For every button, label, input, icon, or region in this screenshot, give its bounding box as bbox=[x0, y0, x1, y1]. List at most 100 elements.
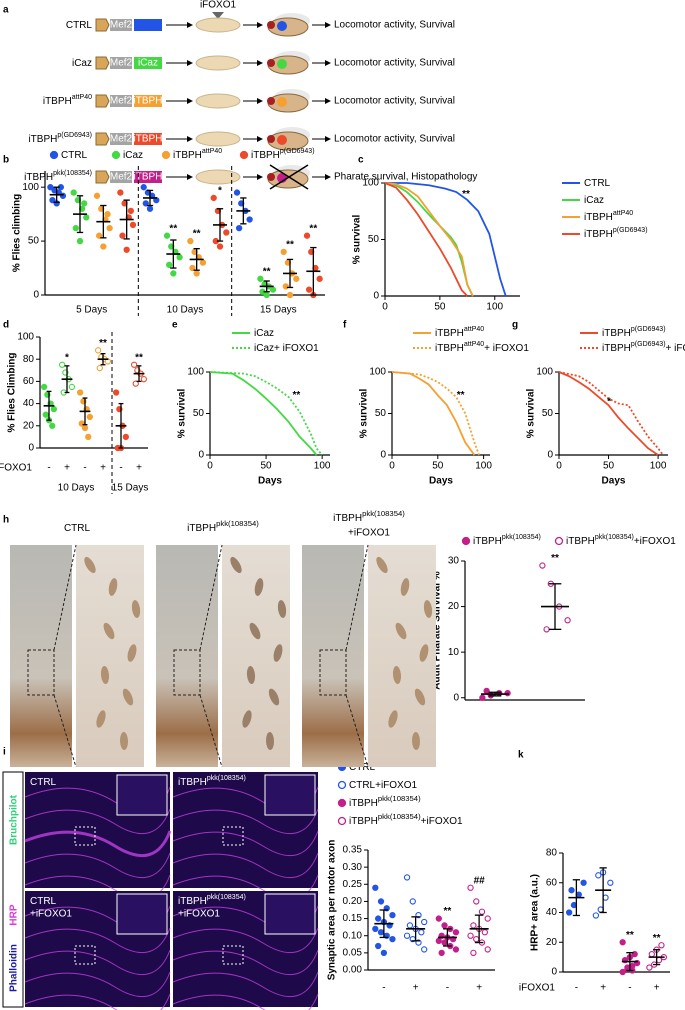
zoom-line bbox=[53, 694, 77, 768]
y-tick-label: 100 bbox=[17, 332, 34, 343]
label-part: pkk(108354) bbox=[216, 519, 259, 528]
legend-label: iTBPHp(GD6943) bbox=[251, 148, 315, 160]
data-point bbox=[592, 912, 600, 919]
y-tick-label: 50 bbox=[193, 408, 205, 419]
label-part: pkk(108354) bbox=[595, 534, 634, 541]
pupa bbox=[268, 688, 280, 706]
zoom-box bbox=[173, 649, 201, 696]
data-point bbox=[72, 224, 79, 232]
y-tick-label: 0 bbox=[373, 291, 379, 302]
group-label: 15 Days bbox=[260, 305, 297, 316]
label-part: CTRL bbox=[30, 777, 57, 788]
data-point bbox=[452, 946, 460, 953]
zoom-box bbox=[27, 649, 55, 696]
panel-label: a bbox=[3, 5, 9, 16]
y-tick-label: 50 bbox=[542, 408, 554, 419]
significance: ** bbox=[443, 906, 451, 917]
data-point bbox=[470, 949, 477, 957]
data-point bbox=[648, 951, 655, 958]
outcome-label: Locomotor activity, Survival bbox=[334, 20, 455, 31]
x-tick-label: 50 bbox=[432, 461, 444, 472]
x-tick-label: + bbox=[476, 983, 482, 994]
pupa bbox=[388, 710, 398, 728]
label-part: pkk(108354) bbox=[207, 775, 246, 782]
y-tick-label: 20 bbox=[448, 601, 460, 612]
data-point bbox=[438, 949, 445, 957]
axon bbox=[172, 993, 319, 1010]
y-axis-label: HRP+ area (a.u.) bbox=[530, 874, 541, 951]
y-tick-label: 0.10 bbox=[343, 930, 363, 941]
data-point bbox=[142, 200, 149, 207]
legend-marker bbox=[49, 150, 59, 160]
legend-marker bbox=[554, 536, 564, 546]
driver-label: Mef2 bbox=[110, 172, 133, 183]
zoom-line bbox=[345, 544, 369, 651]
group-label: 10 Days bbox=[167, 305, 204, 316]
survival-line bbox=[384, 182, 474, 297]
label-part: iCaz bbox=[584, 195, 604, 206]
pupa bbox=[246, 666, 256, 684]
data-point bbox=[163, 232, 171, 239]
zoom-line bbox=[53, 544, 77, 651]
data-point bbox=[418, 929, 425, 936]
label-part: + iFOXO1 bbox=[666, 343, 685, 354]
legend-label: CTRL+iFOXO1 bbox=[349, 780, 418, 791]
drug-label: iFOXO1 bbox=[200, 0, 237, 11]
label-part: iTBPH bbox=[566, 536, 595, 547]
fly-eye bbox=[267, 97, 275, 105]
label-part: pkk(108354) bbox=[378, 812, 421, 821]
label-part: attP40 bbox=[613, 210, 633, 217]
significance: ** bbox=[263, 266, 271, 277]
fly-eye bbox=[267, 59, 275, 67]
label-part: iTBPH bbox=[173, 150, 202, 161]
data-point bbox=[619, 968, 626, 976]
panel-label: k bbox=[518, 750, 524, 761]
data-point bbox=[403, 932, 411, 939]
data-point bbox=[94, 347, 102, 354]
data-point bbox=[210, 194, 217, 202]
label-part: +iFOXO1 bbox=[421, 816, 463, 827]
x-tick-label: - bbox=[47, 463, 50, 474]
label-part: p(GD6943) bbox=[57, 132, 92, 139]
data-point bbox=[372, 925, 379, 933]
data-point bbox=[95, 232, 103, 239]
driver-box bbox=[110, 57, 132, 69]
data-point bbox=[68, 383, 76, 391]
fly-thorax bbox=[277, 21, 287, 31]
y-tick-label: 40 bbox=[23, 398, 35, 409]
x-tick-label: 50 bbox=[261, 461, 273, 472]
data-point bbox=[539, 562, 546, 569]
legend-label: iCaz bbox=[123, 150, 143, 161]
y-tick-label: 0 bbox=[551, 967, 557, 978]
data-point bbox=[441, 922, 448, 929]
zoom-line bbox=[199, 544, 223, 651]
label-part: iTBPH bbox=[43, 96, 72, 107]
label-part: iTBPH bbox=[178, 896, 207, 907]
label-part: CTRL bbox=[66, 20, 93, 31]
legend-label: iTBPHpkk(108354)+iFOXO1 bbox=[349, 812, 463, 827]
insert-label: iTBPH bbox=[134, 96, 163, 107]
pupa bbox=[131, 600, 141, 618]
x-tick-label: - bbox=[628, 983, 631, 994]
photo-label: iTBPHpkk(108354) bbox=[333, 509, 405, 524]
x-row-label: iFOXO1 bbox=[0, 463, 32, 474]
label-part: iCaz bbox=[72, 58, 92, 69]
data-point bbox=[269, 286, 277, 293]
legend-marker bbox=[337, 780, 347, 790]
significance: ** bbox=[462, 189, 470, 200]
label-part: CTRL bbox=[61, 150, 88, 161]
outcome-label: Locomotor activity, Survival bbox=[334, 58, 455, 69]
zoom-box bbox=[74, 945, 96, 965]
fly-thorax bbox=[277, 97, 287, 107]
legend-label: iCaz+ iFOXO1 bbox=[254, 343, 319, 354]
data-point bbox=[199, 259, 207, 266]
label-part: iTBPH bbox=[435, 328, 464, 339]
zoom-box bbox=[222, 945, 244, 965]
label-part: iTBPH bbox=[187, 523, 216, 534]
data-point bbox=[435, 937, 442, 945]
driver-label: Mef2 bbox=[110, 58, 133, 69]
legend-label: iTBPHattP40 bbox=[173, 148, 222, 160]
promoter-icon bbox=[95, 132, 110, 146]
data-point bbox=[119, 232, 126, 239]
survival-line bbox=[209, 371, 323, 456]
